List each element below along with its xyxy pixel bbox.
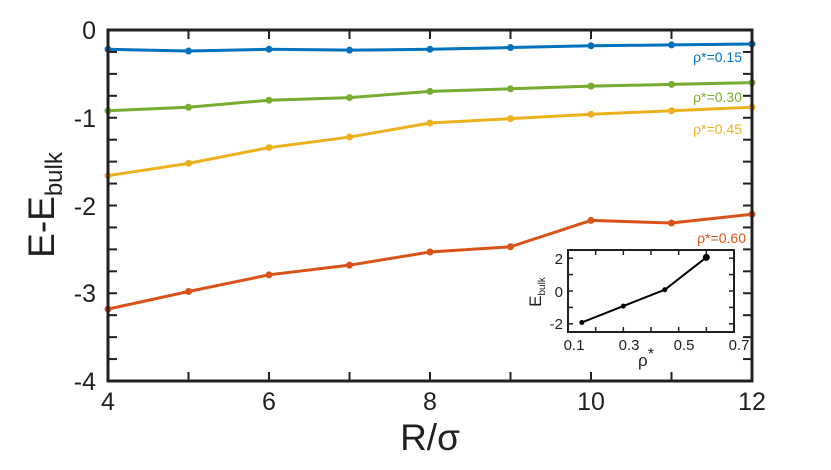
series-point-0	[265, 45, 273, 53]
x-tick-label: 8	[423, 388, 437, 416]
series-point-1	[265, 96, 273, 104]
y-tick-label: 0	[82, 17, 96, 45]
main-tick-marks	[107, 29, 753, 382]
series-point-0	[426, 45, 434, 53]
series-point-0	[668, 41, 675, 49]
series-label-rho-045: ρ*=0.45	[693, 121, 742, 137]
y-axis-title: E-Ebulk	[21, 151, 68, 258]
inset-x-tick-label: 0.1	[564, 337, 585, 354]
series-point-2	[507, 115, 514, 123]
main-plot: -4 -3 -2 -1 0 4 6 8 10 12 R/σ E-Ebulk ρ*…	[21, 17, 766, 458]
inset-series-point	[662, 287, 668, 293]
series-point-2	[185, 159, 192, 167]
inset-series-point	[620, 303, 626, 309]
inset-x-axis-title-superscript: *	[648, 346, 654, 363]
inset-y-axis-title: Ebulk	[526, 276, 548, 307]
series-point-1	[346, 94, 353, 102]
series-point-0	[587, 42, 595, 50]
x-tick-label: 4	[101, 388, 115, 416]
series-point-1	[668, 80, 675, 88]
series-point-1	[185, 103, 192, 111]
main-series-layer	[104, 40, 756, 313]
inset-y-tick-label: 2	[555, 251, 563, 268]
series-point-1	[507, 85, 514, 93]
inset-series-point	[702, 253, 710, 261]
inset-x-tick-label: 0.3	[619, 337, 640, 354]
series-point-2	[346, 133, 353, 141]
series-point-3	[507, 243, 514, 251]
inset-x-tick-label: 0.7	[729, 337, 750, 354]
inset-series-line	[581, 256, 707, 324]
inset-y-tick-label: 0	[555, 284, 563, 301]
series-label-rho-060: ρ*=0.60	[697, 230, 746, 246]
inset-plot: -2 0 2 0.1 0.3 0.5 0.7 ρ* Ebulk	[526, 249, 750, 370]
y-axis-title-main: E-E	[21, 196, 62, 258]
series-point-2	[587, 110, 595, 118]
inset-series-layer	[579, 253, 710, 325]
inset-y-tick-label: -2	[550, 316, 563, 333]
x-tick-label: 12	[738, 388, 766, 416]
x-tick-label: 6	[262, 388, 276, 416]
series-point-0	[507, 44, 514, 52]
inset-x-tick-label: 0.5	[674, 337, 695, 354]
series-point-1	[587, 82, 595, 90]
y-tick-label: -3	[74, 280, 96, 308]
y-tick-label: -2	[74, 193, 96, 221]
inset-tick-marks	[567, 250, 735, 332]
series-point-1	[426, 87, 434, 95]
series-point-3	[185, 287, 192, 295]
series-point-0	[185, 47, 192, 55]
x-tick-label: 10	[577, 388, 605, 416]
series-point-3	[426, 248, 434, 256]
series-point-2	[668, 107, 675, 115]
series-point-2	[426, 119, 434, 127]
inset-background	[568, 250, 734, 332]
y-tick-label: -1	[74, 105, 96, 133]
series-point-3	[668, 219, 675, 227]
x-axis-title: R/σ	[400, 417, 460, 458]
series-point-3	[587, 216, 595, 224]
series-point-0	[346, 46, 353, 54]
inset-y-axis-title-main: E	[526, 296, 545, 307]
inset-x-axis-title: ρ*	[638, 346, 654, 370]
series-label-rho-030: ρ*=0.30	[693, 89, 742, 105]
series-label-rho-015: ρ*=0.15	[693, 49, 742, 65]
inset-series-point	[579, 319, 585, 325]
inset-y-axis-title-subscript: bulk	[537, 276, 548, 295]
inset-x-axis-title-main: ρ	[638, 351, 648, 370]
y-axis-title-subscript: bulk	[41, 151, 68, 196]
series-point-3	[265, 271, 273, 279]
y-tick-label: -4	[74, 368, 96, 396]
series-point-2	[265, 144, 273, 152]
series-point-3	[346, 261, 353, 269]
